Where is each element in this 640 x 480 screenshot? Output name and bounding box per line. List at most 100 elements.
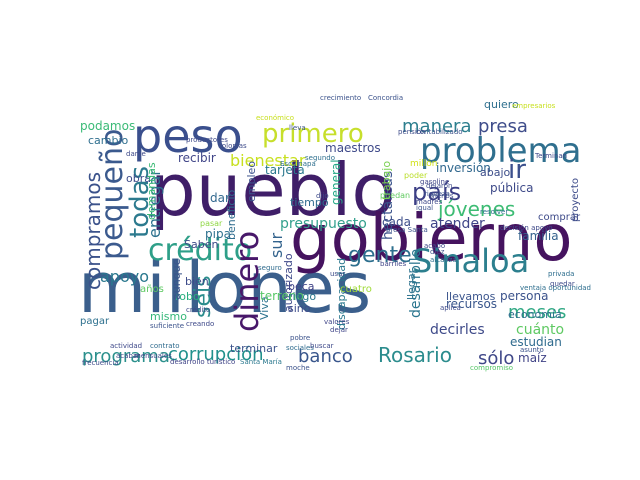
word-79: comprar <box>538 212 581 223</box>
word-130: suficiente <box>150 322 184 330</box>
word-9: dinero <box>228 231 266 332</box>
word-76: pagar <box>80 316 110 327</box>
word-70: beneficio <box>225 189 238 240</box>
word-104: barriles <box>380 260 407 268</box>
word-43: trabajo <box>380 161 393 200</box>
word-2: gobierno <box>290 202 572 276</box>
word-74: quiero <box>484 98 519 111</box>
word-6: pequeño <box>95 129 130 260</box>
word-16: manera <box>402 116 471 137</box>
word-109: contabilizado <box>416 128 463 136</box>
word-62: llevamos <box>446 290 496 303</box>
word-75: proyecto <box>570 178 581 222</box>
word-11: todas <box>125 166 155 238</box>
word-113: presa Santa <box>386 226 428 234</box>
word-45: maestros <box>325 141 381 155</box>
word-114: resolver <box>480 208 508 216</box>
word-53: pipa <box>205 227 231 241</box>
word-64: sino <box>288 302 311 315</box>
word-44: tarjeta <box>265 163 305 177</box>
word-48: cada <box>382 215 411 229</box>
word-67: aunque <box>170 258 183 300</box>
word-36: persona <box>500 289 549 303</box>
word-52: dar <box>210 191 230 205</box>
word-5: problema <box>420 131 582 171</box>
word-17: presa <box>478 116 528 137</box>
word-93: frecuencia <box>82 359 119 367</box>
word-27: sur <box>267 233 286 258</box>
word-129: creando <box>186 320 214 328</box>
word-85: seguro <box>258 264 282 272</box>
word-39: estudian <box>510 335 562 349</box>
word-101: diez <box>430 248 445 256</box>
word-110: pensión <box>398 128 426 136</box>
word-8: Sinaloa <box>412 242 529 280</box>
word-22: apoyo <box>100 267 149 286</box>
word-15: gente <box>348 243 412 268</box>
word-116: igual <box>416 204 433 212</box>
word-92: contrato <box>150 342 180 350</box>
word-98: gasoline <box>420 178 449 186</box>
word-84: menos <box>430 192 454 200</box>
word-18: ir <box>508 155 526 185</box>
word-94: valores <box>324 318 350 326</box>
word-35: familia <box>518 229 559 243</box>
word-125: Escuinapa <box>280 160 316 168</box>
word-73: demandas <box>145 162 158 220</box>
word-20: programa <box>82 346 170 367</box>
word-131: acabar <box>116 352 140 360</box>
word-132: mensuales <box>134 352 172 360</box>
word-126: Concordia <box>368 94 403 102</box>
word-12: compramos <box>81 172 105 290</box>
word-41: inversión <box>436 161 491 175</box>
word-121: privada <box>548 270 574 278</box>
word-19: banco <box>298 346 353 367</box>
word-1: pueblo <box>150 148 395 232</box>
word-68: mismo <box>150 310 187 323</box>
word-26: bienestar <box>230 151 306 170</box>
word-59: terreno <box>260 289 304 303</box>
word-102: acabó <box>424 242 445 250</box>
word-77: años <box>140 284 164 295</box>
word-89: productores <box>186 136 228 144</box>
word-118: dejar <box>330 326 348 334</box>
word-49: podamos <box>80 119 135 133</box>
word-55: tiempo <box>290 196 329 209</box>
word-58: autorizado <box>282 253 295 312</box>
word-128: crédito <box>186 306 210 314</box>
word-50: cambio <box>88 134 129 147</box>
word-61: riego <box>288 290 316 303</box>
word-69: bien <box>185 275 209 288</box>
word-46: recibir <box>178 151 216 165</box>
word-23: seis <box>191 275 216 318</box>
word-33: cuánto <box>516 322 564 338</box>
word-13: jóvenes <box>437 197 515 221</box>
word-10: país <box>412 178 461 206</box>
word-122: buscar <box>310 342 334 350</box>
word-115: madres <box>416 198 443 206</box>
word-57: Viva <box>258 296 271 320</box>
word-51: obra <box>126 172 151 185</box>
word-124: dame <box>126 150 146 158</box>
word-66: robo <box>175 290 200 303</box>
word-105: aplica <box>440 304 461 312</box>
word-119: moche <box>286 364 310 372</box>
word-14: Rosario <box>378 343 452 367</box>
word-117: usar <box>330 270 345 278</box>
word-91: actividad <box>110 342 142 350</box>
word-40: economía <box>508 308 562 321</box>
word-133: colonias <box>218 142 247 150</box>
word-31: presupuesto <box>280 216 367 232</box>
word-25: sólo <box>478 348 514 369</box>
word-81: pasar <box>200 219 223 228</box>
word-80: millón <box>410 158 437 169</box>
word-24: meses <box>508 302 566 323</box>
word-88: empresarios <box>512 102 556 110</box>
word-120: quedar <box>550 280 575 288</box>
word-29: hectáreas <box>380 171 396 240</box>
word-37: recursos <box>446 297 497 311</box>
word-83: poder <box>404 171 428 180</box>
word-63: llegar <box>405 268 418 300</box>
word-100: dejaron <box>426 182 452 190</box>
